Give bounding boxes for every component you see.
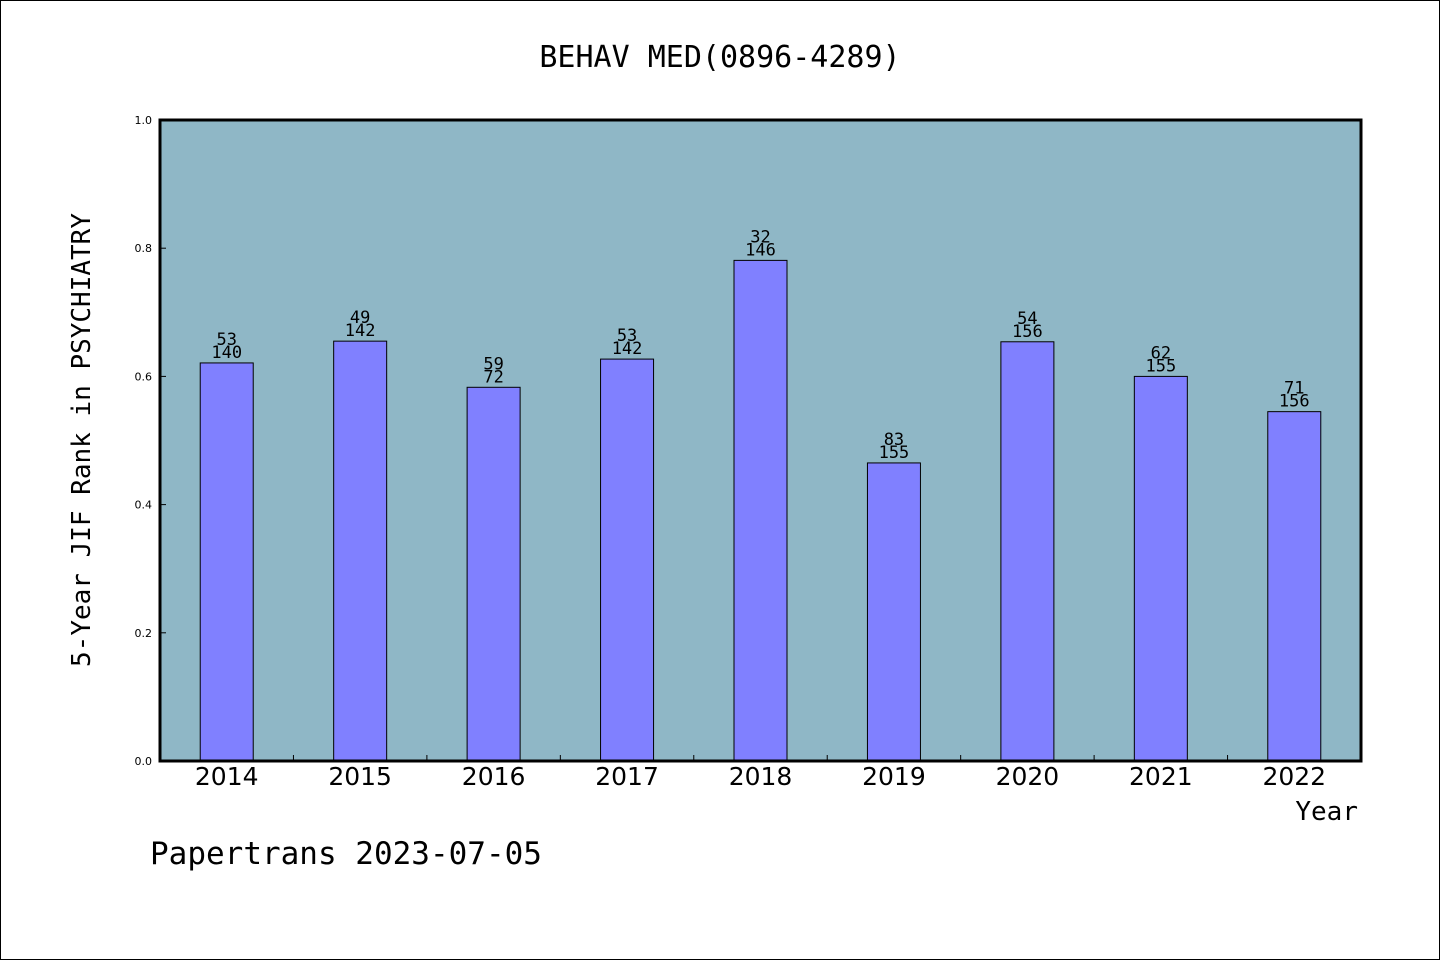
- x-tick-label: 2015: [328, 762, 392, 791]
- bar-rank-label: 53: [617, 326, 637, 346]
- x-tick-label: 2016: [462, 762, 526, 791]
- x-tick-label: 2021: [1129, 762, 1193, 791]
- chart-title: BEHAV MED(0896-4289): [539, 40, 900, 75]
- x-axis: 2014 2015 2016 2017 2018 2019 2020 2021 2022: [195, 755, 1326, 791]
- x-tick-label: 2022: [1262, 762, 1326, 791]
- bar-total-label: 142: [345, 321, 376, 341]
- bar-total-label: 155: [1145, 356, 1176, 376]
- bar-2016: [466, 386, 521, 762]
- x-tick-label: 2014: [195, 762, 259, 791]
- x-tick-label: 2019: [862, 762, 926, 791]
- bar-total-label: 142: [612, 339, 643, 359]
- bar-labels-group: 5314049142597253142321468315554156621557…: [211, 227, 1309, 463]
- x-tick-label: 2017: [595, 762, 659, 791]
- y-axis: 0.0 0.2 0.4 0.6 0.8 1.0: [135, 114, 166, 768]
- bar-rank-label: 71: [1284, 379, 1304, 399]
- bars-group: [199, 259, 1322, 762]
- bar-total-label: 72: [483, 367, 503, 387]
- bar-2015: [333, 340, 388, 762]
- bar-rank-label: 53: [216, 330, 236, 350]
- bar-2021: [1133, 375, 1188, 762]
- y-tick-label: 1.0: [135, 114, 153, 127]
- y-tick-label: 0.2: [135, 627, 153, 640]
- x-tick-label: 2018: [729, 762, 793, 791]
- bar-2018: [733, 259, 788, 762]
- y-tick-label: 0.0: [135, 755, 153, 768]
- bar-2022: [1267, 411, 1322, 762]
- bar-rank-label: 59: [483, 354, 503, 374]
- plot-border: [158, 118, 1363, 763]
- bar-rank-label: 49: [350, 308, 370, 328]
- y-axis-label: 5-Year JIF Rank in PSYCHIATRY: [67, 213, 97, 667]
- bar-rank-label: 32: [750, 227, 770, 247]
- y-tick-label: 0.4: [135, 499, 153, 512]
- bar-2020: [1000, 341, 1055, 762]
- bar-2017: [600, 358, 655, 762]
- bar-rank-label: 62: [1151, 343, 1171, 363]
- bar-rank-label: 54: [1017, 309, 1037, 329]
- x-axis-label: Year: [1295, 797, 1358, 827]
- bar-total-label: 156: [1279, 392, 1310, 412]
- watermark-text: Papertrans 2023-07-05: [150, 836, 542, 872]
- y-tick-label: 0.6: [135, 370, 153, 383]
- bar-total-label: 146: [745, 240, 776, 260]
- bar-rank-label: 83: [884, 430, 904, 450]
- bar-2019: [866, 462, 921, 762]
- y-tick-label: 0.8: [135, 242, 153, 255]
- bar-total-label: 156: [1012, 322, 1043, 342]
- bar-total-label: 155: [879, 443, 910, 463]
- bar-2014: [199, 362, 254, 762]
- bar-total-label: 140: [211, 343, 242, 363]
- x-tick-label: 2020: [996, 762, 1060, 791]
